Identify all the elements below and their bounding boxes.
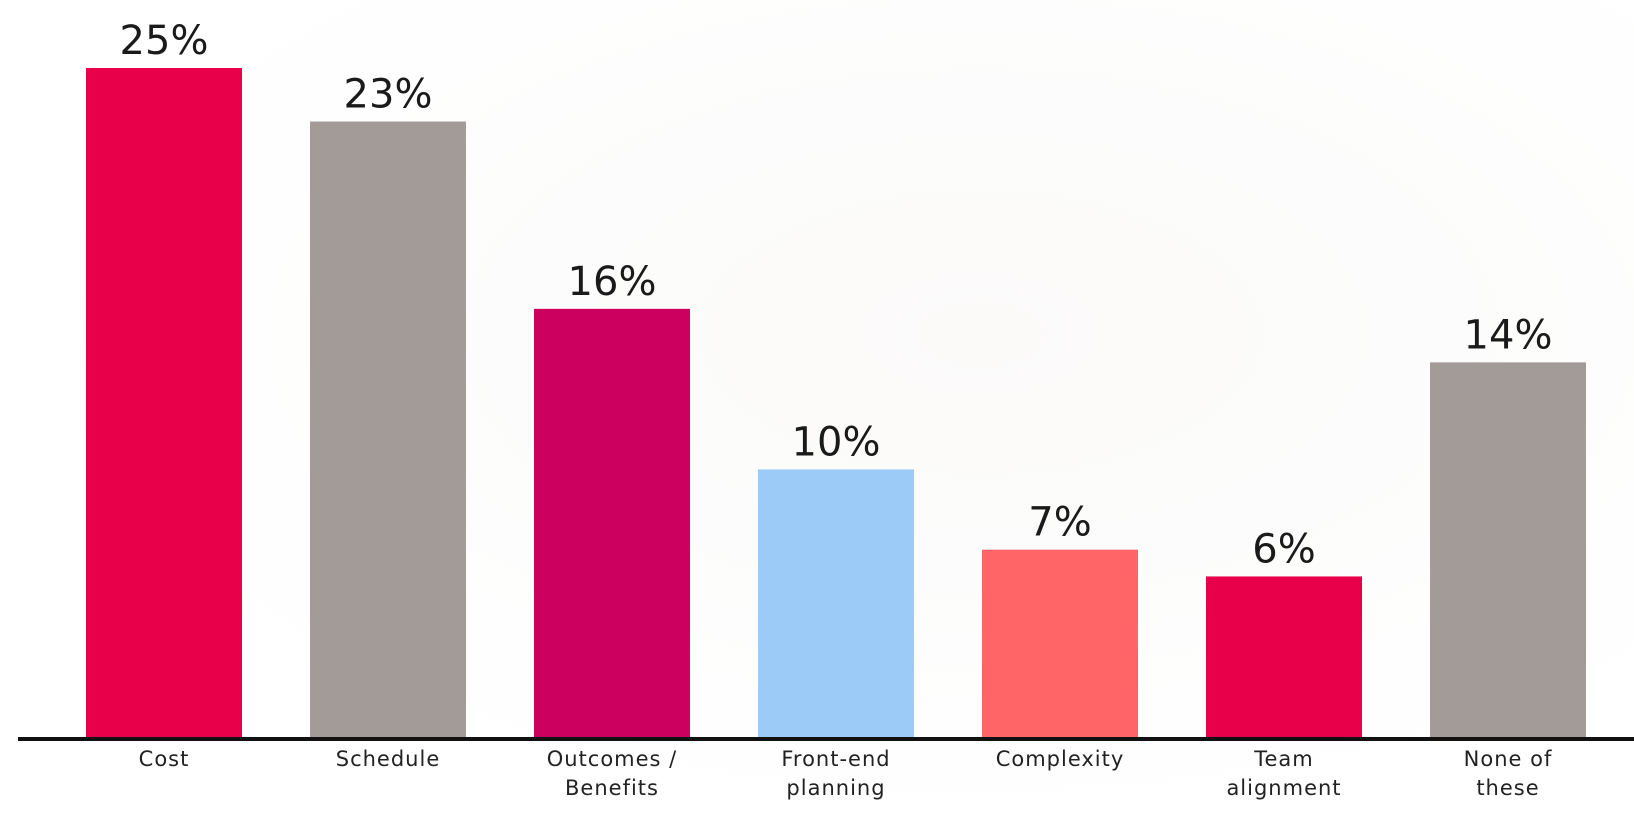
category-label-line: None of xyxy=(1464,747,1553,771)
category-label-line: these xyxy=(1476,776,1539,800)
value-label-2: 16% xyxy=(568,259,657,305)
category-label-line: Benefits xyxy=(565,776,659,800)
category-label-line: Cost xyxy=(139,747,190,771)
category-label-line: Outcomes / xyxy=(547,747,678,771)
bar-2 xyxy=(534,308,690,737)
value-label-5: 6% xyxy=(1252,526,1315,572)
bars-layer xyxy=(86,68,1586,737)
value-label-4: 7% xyxy=(1028,500,1091,546)
category-labels-layer: Cost Schedule Outcomes / Benefits Front-end p… xyxy=(139,747,1553,800)
category-label-line: alignment xyxy=(1226,776,1341,800)
category-label-5: Team alignment xyxy=(1226,747,1341,800)
category-label-0: Cost xyxy=(139,747,190,771)
value-labels-layer: 25% 23% 16% 10% 7% 6% 14% xyxy=(120,18,1553,572)
category-label-line: Front-end xyxy=(781,747,890,771)
value-label-6: 14% xyxy=(1464,312,1553,358)
bar-1 xyxy=(310,121,466,737)
category-label-line: planning xyxy=(786,776,885,800)
bar-3 xyxy=(758,469,914,737)
category-label-6: None of these xyxy=(1464,747,1553,800)
bar-5 xyxy=(1206,576,1362,737)
value-label-0: 25% xyxy=(120,18,209,64)
category-label-1: Schedule xyxy=(336,747,441,771)
category-label-3: Front-end planning xyxy=(781,747,890,800)
category-label-4: Complexity xyxy=(996,747,1125,771)
category-label-line: Schedule xyxy=(336,747,441,771)
category-label-line: Complexity xyxy=(996,747,1125,771)
category-label-line: Team xyxy=(1253,747,1314,771)
value-label-1: 23% xyxy=(344,72,433,118)
category-label-2: Outcomes / Benefits xyxy=(547,747,678,800)
bar-6 xyxy=(1430,362,1586,737)
bar-4 xyxy=(982,549,1138,737)
value-label-3: 10% xyxy=(792,419,881,465)
bar-0 xyxy=(86,68,242,737)
